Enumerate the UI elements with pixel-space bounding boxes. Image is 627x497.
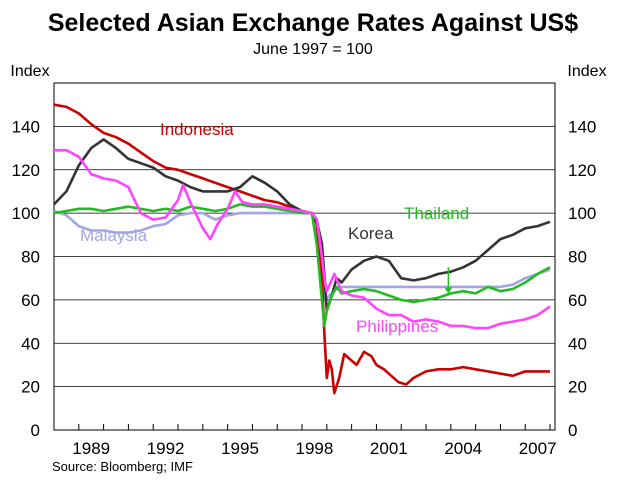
- chart-title: Selected Asian Exchange Rates Against US…: [48, 9, 578, 37]
- series-line-thailand: [53, 203, 551, 328]
- series-label-malaysia: Malaysia: [80, 226, 148, 245]
- y-tick-label-left: 60: [21, 291, 40, 310]
- y-axis-label-right: Index: [567, 63, 606, 80]
- y-tick-label-right: 140: [568, 117, 596, 136]
- y-tick-label-left: 100: [12, 204, 40, 223]
- thailand-pointer-head: [444, 287, 453, 294]
- series-label-thailand: Thailand: [404, 204, 469, 223]
- series-line-malaysia: [53, 209, 551, 302]
- y-tick-label-left: 80: [21, 248, 40, 267]
- chart-subtitle: June 1997 = 100: [253, 41, 373, 58]
- y-tick-label-right: 40: [568, 334, 587, 353]
- y-axis-label-left: Index: [10, 63, 49, 80]
- y-tick-label-right: 60: [568, 291, 587, 310]
- source-note: Source: Bloomberg; IMF: [52, 459, 193, 474]
- series-line-indonesia: [53, 103, 550, 395]
- series-labels: Malaysia Indonesia Korea Thailand Philippine…: [80, 120, 469, 336]
- x-tick-label: 1989: [72, 439, 110, 458]
- y-tick-label-left: 0: [31, 421, 40, 440]
- series-label-philippines: Philippines: [356, 317, 438, 336]
- y-tick-label-right: 20: [568, 378, 587, 397]
- y-tick-label-right: 80: [568, 248, 587, 267]
- y-tick-label-left: 140: [12, 117, 40, 136]
- x-tick-label: 2007: [519, 439, 557, 458]
- series-lines: [53, 103, 551, 395]
- axis-ticks: 0 0 20 20 40 40 60 60 80 80 100 100 120 120 140 140 1989…: [12, 117, 597, 458]
- y-tick-label-left: 40: [21, 334, 40, 353]
- x-tick-label: 1992: [147, 439, 185, 458]
- x-tick-label: 2004: [444, 439, 482, 458]
- y-tick-label-right: 0: [568, 421, 577, 440]
- x-tick-label: 2001: [370, 439, 408, 458]
- y-tick-label-right: 120: [568, 161, 596, 180]
- series-label-indonesia: Indonesia: [160, 120, 234, 139]
- y-tick-label-right: 100: [568, 204, 596, 223]
- series-label-korea: Korea: [348, 224, 394, 243]
- x-tick-label: 1998: [296, 439, 334, 458]
- y-tick-label-left: 20: [21, 378, 40, 397]
- plot-frame: [53, 82, 556, 431]
- series-line-philippines: [54, 148, 551, 330]
- y-tick-label-left: 120: [12, 161, 40, 180]
- x-tick-label: 1995: [221, 439, 259, 458]
